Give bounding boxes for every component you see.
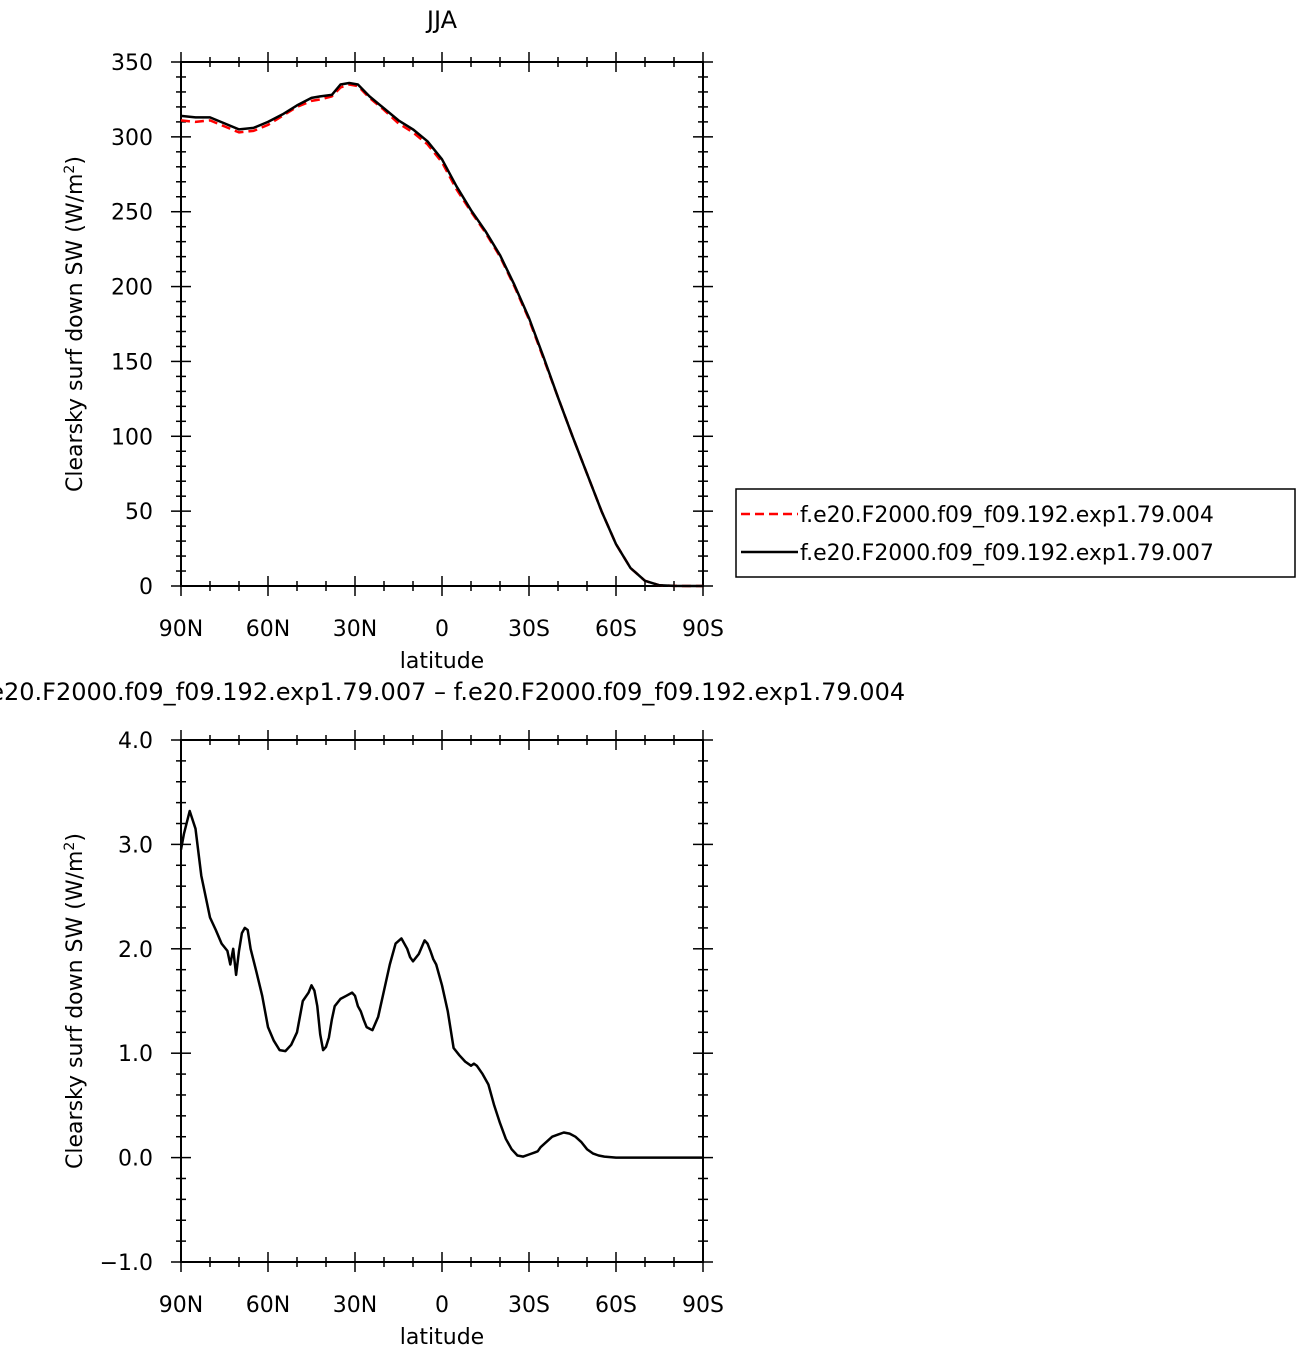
- x-tick-label: 60S: [595, 1293, 637, 1318]
- y-tick-label: 50: [125, 500, 153, 525]
- x-tick-label: 90S: [682, 617, 724, 642]
- bottom-panel-title: f.e20.F2000.f09_f09.192.exp1.79.007 – f.…: [0, 678, 905, 706]
- y-tick-label: 150: [111, 350, 153, 375]
- top-y-axis-label: Clearsky surf down SW (W/m2): [62, 156, 88, 492]
- x-tick-label: 30S: [508, 617, 550, 642]
- x-tick-label: 0: [435, 617, 449, 642]
- y-tick-label: 1.0: [118, 1042, 153, 1067]
- top-ticks: 90N 60N 30N 0 30S 60S 90S 0 50 100 150 200 250 300 350: [111, 51, 724, 642]
- top-plot-frame: [180, 61, 704, 587]
- bottom-plot-frame: [180, 739, 704, 1263]
- x-tick-label: 30S: [508, 1293, 550, 1318]
- bottom-y-axis-label: Clearsky surf down SW (W/m2): [62, 833, 88, 1169]
- x-tick-label: 60N: [246, 1293, 290, 1318]
- y-tick-label: 250: [111, 201, 153, 226]
- x-tick-label: 60N: [246, 617, 290, 642]
- series-line-0-1: [180, 81, 703, 588]
- legend-box: [735, 488, 1296, 578]
- y-tick-label: 2.0: [118, 938, 153, 963]
- x-tick-label: 90N: [159, 617, 203, 642]
- legend: f.e20.F2000.f09_f09.192.exp1.79.004 f.e2…: [735, 488, 1296, 578]
- y-tick-label: 0.0: [118, 1147, 153, 1172]
- x-tick-label: 90S: [682, 1293, 724, 1318]
- series-line-1-0: [179, 809, 703, 1159]
- y-tick-label: 300: [111, 126, 153, 151]
- top-panel-title: JJA: [425, 6, 458, 34]
- top-x-axis-label: latitude: [400, 649, 484, 674]
- y-tick-label: 3.0: [118, 833, 153, 858]
- y-tick-label: 200: [111, 276, 153, 301]
- bottom-panel: f.e20.F2000.f09_f09.192.exp1.79.007 – f.…: [0, 678, 905, 1350]
- y-tick-label: 100: [111, 425, 153, 450]
- y-tick-label: 350: [111, 51, 153, 76]
- x-tick-label: 90N: [159, 1293, 203, 1318]
- x-tick-label: 0: [435, 1293, 449, 1318]
- x-tick-label: 30N: [333, 617, 377, 642]
- legend-entry-004: f.e20.F2000.f09_f09.192.exp1.79.004: [800, 503, 1214, 528]
- y-tick-label: −1.0: [100, 1251, 153, 1276]
- y-tick-label: 4.0: [118, 729, 153, 754]
- legend-entry-007: f.e20.F2000.f09_f09.192.exp1.79.007: [800, 541, 1214, 566]
- y-tick-label: 0: [139, 575, 153, 600]
- x-tick-label: 30N: [333, 1293, 377, 1318]
- top-panel: JJA 90N 60N 30N 0 30S 60S 90S 0 50 100 150 200 250 30…: [62, 6, 724, 674]
- x-tick-label: 60S: [595, 617, 637, 642]
- bottom-x-axis-label: latitude: [400, 1325, 484, 1350]
- bottom-ticks: 90N 60N 30N 0 30S 60S 90S −1.0 0.0 1.0 2.0 3.0 4.0: [100, 729, 724, 1318]
- bottom-series-lines: [179, 809, 703, 1159]
- top-series-lines: [180, 81, 703, 588]
